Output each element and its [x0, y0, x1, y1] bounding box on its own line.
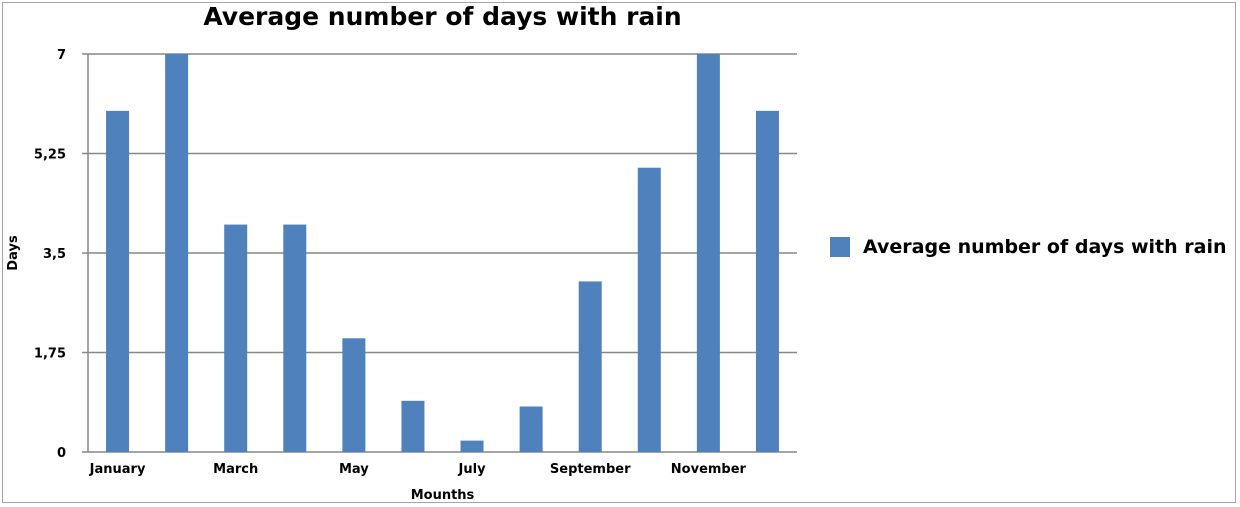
legend-swatch — [830, 237, 850, 257]
bar-december — [755, 110, 779, 452]
y-axis-title: Days — [6, 235, 21, 271]
bar-september — [578, 281, 602, 452]
x-tick-label: January — [89, 462, 146, 477]
chart-title: Average number of days with rain — [203, 2, 682, 31]
x-tick-label: May — [339, 462, 369, 477]
x-axis-title: Mounths — [411, 488, 475, 503]
bar-march — [224, 224, 248, 452]
bar-june — [401, 400, 425, 452]
x-tick-label: September — [550, 462, 631, 477]
bar-january — [106, 110, 130, 452]
bar-october — [637, 167, 661, 452]
x-tick-label: March — [213, 462, 258, 477]
bar-april — [283, 224, 307, 452]
legend-label: Average number of days with rain — [863, 236, 1227, 258]
y-tick-label: 0 — [57, 446, 66, 461]
bar-february — [165, 54, 189, 452]
x-tick-label: November — [671, 462, 747, 477]
x-tick-label: July — [458, 462, 487, 477]
legend: Average number of days with rain — [830, 236, 1227, 258]
y-tick-label: 3,5 — [43, 247, 66, 262]
y-tick-label: 7 — [57, 48, 66, 63]
y-tick-label: 1,75 — [34, 347, 66, 362]
bar-may — [342, 338, 366, 452]
bar-august — [519, 406, 543, 452]
bar-november — [696, 54, 720, 452]
y-tick-label: 5,25 — [34, 148, 66, 163]
bar-july — [460, 440, 484, 452]
